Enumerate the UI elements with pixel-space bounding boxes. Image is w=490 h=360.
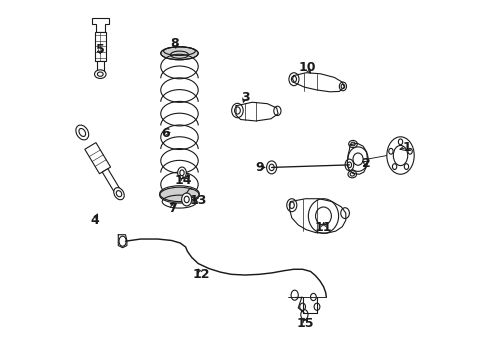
Text: 4: 4 <box>90 214 99 227</box>
Ellipse shape <box>161 47 198 60</box>
Ellipse shape <box>119 236 126 246</box>
Ellipse shape <box>182 193 192 206</box>
Ellipse shape <box>314 303 320 310</box>
Ellipse shape <box>300 303 305 310</box>
Polygon shape <box>102 169 122 195</box>
Ellipse shape <box>349 140 357 148</box>
Ellipse shape <box>348 147 368 171</box>
Text: 7: 7 <box>168 202 177 215</box>
Ellipse shape <box>311 293 316 301</box>
Text: 3: 3 <box>241 91 249 104</box>
Ellipse shape <box>114 188 124 200</box>
Ellipse shape <box>274 106 281 116</box>
Text: 9: 9 <box>256 161 265 174</box>
Ellipse shape <box>95 70 106 78</box>
Polygon shape <box>85 143 111 174</box>
Ellipse shape <box>308 199 339 233</box>
Text: 11: 11 <box>315 221 332 234</box>
Text: 5: 5 <box>96 43 105 56</box>
Text: 10: 10 <box>298 61 316 74</box>
Polygon shape <box>92 18 109 32</box>
Ellipse shape <box>287 199 297 212</box>
Text: 13: 13 <box>190 194 207 207</box>
Ellipse shape <box>341 208 349 219</box>
Text: 2: 2 <box>362 157 371 170</box>
Ellipse shape <box>76 125 89 140</box>
Text: 12: 12 <box>193 268 210 281</box>
Ellipse shape <box>289 73 299 86</box>
Ellipse shape <box>387 137 414 174</box>
Polygon shape <box>95 32 106 61</box>
Ellipse shape <box>178 167 186 179</box>
Text: 8: 8 <box>171 37 179 50</box>
Text: 6: 6 <box>161 127 170 140</box>
Ellipse shape <box>232 103 243 118</box>
Ellipse shape <box>291 290 298 300</box>
Ellipse shape <box>345 159 354 171</box>
Text: 15: 15 <box>297 317 314 330</box>
Ellipse shape <box>348 171 357 178</box>
Ellipse shape <box>267 161 277 174</box>
Text: 1: 1 <box>403 141 412 154</box>
Ellipse shape <box>160 187 199 203</box>
Ellipse shape <box>339 82 346 91</box>
Polygon shape <box>97 61 104 73</box>
Ellipse shape <box>301 310 308 320</box>
Text: 14: 14 <box>174 174 192 187</box>
